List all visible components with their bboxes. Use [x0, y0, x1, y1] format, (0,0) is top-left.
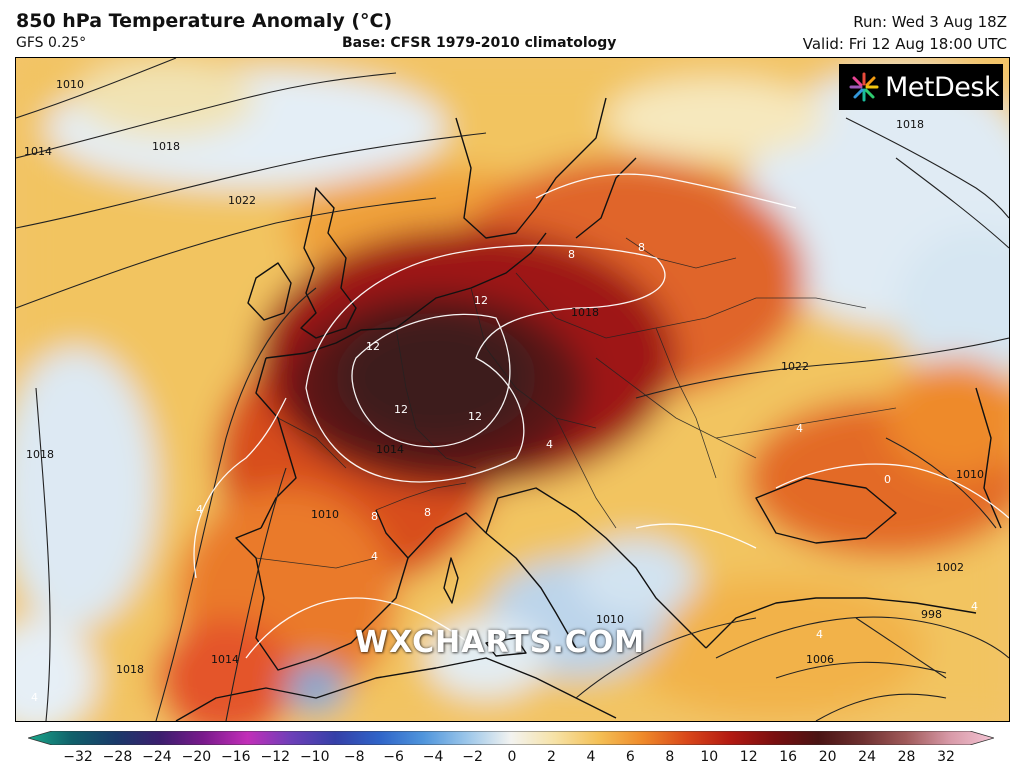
anomaly-map: 1010 1014 1018 1022 1018 1022 1018 1014 … — [15, 57, 1010, 722]
anomaly-label: 8 — [568, 248, 575, 261]
isobar-label: 1018 — [571, 306, 599, 319]
anomaly-label: 12 — [474, 294, 488, 307]
isobar-label: 1018 — [896, 118, 924, 131]
contour-labels: 1010 1014 1018 1022 1018 1022 1018 1014 … — [24, 78, 984, 704]
anomaly-label: 8 — [371, 510, 378, 523]
map-canvas: 1010 1014 1018 1022 1018 1022 1018 1014 … — [16, 58, 1009, 721]
anomaly-label: 4 — [816, 628, 823, 641]
isobar-label: 1010 — [56, 78, 84, 91]
anomaly-label: 8 — [424, 506, 431, 519]
anomaly-label: 12 — [366, 340, 380, 353]
metdesk-starburst-icon — [849, 72, 879, 102]
valid-time: Valid: Fri 12 Aug 18:00 UTC — [802, 35, 1007, 53]
isobar-label: 1022 — [228, 194, 256, 207]
anomaly-label: 4 — [971, 600, 978, 613]
anomaly-label: 12 — [394, 403, 408, 416]
colorbar-tick-label: −28 — [102, 749, 133, 765]
colorbar-tick-label: 0 — [507, 749, 517, 765]
anomaly-label: 4 — [796, 422, 803, 435]
isobar-label: 1002 — [936, 561, 964, 574]
colorbar-tick-label: −2 — [462, 749, 483, 765]
isobar-label: 1014 — [211, 653, 239, 666]
coastlines — [175, 97, 1002, 721]
colorbar-tick-label: 12 — [739, 749, 758, 765]
chart-title: 850 hPa Temperature Anomaly (°C) — [16, 10, 393, 32]
colorbar-tick-label: 10 — [700, 749, 719, 765]
colorbar — [28, 731, 994, 745]
isobar-label: 998 — [921, 608, 942, 621]
anomaly-label: 4 — [196, 503, 203, 516]
borders — [255, 237, 897, 569]
colorbar-tick-label: −6 — [383, 749, 404, 765]
anomaly-label: 8 — [638, 241, 645, 254]
isobar-label: 1014 — [376, 443, 404, 456]
isobar-label: 1014 — [24, 145, 52, 158]
anomaly-label: 12 — [468, 410, 482, 423]
isobar-label: 1006 — [806, 653, 834, 666]
metdesk-logo: MetDesk — [839, 64, 1003, 110]
logo-text: MetDesk — [885, 71, 1000, 103]
colorbar-tick-label: −24 — [142, 749, 172, 765]
colorbar-tick-label: 20 — [818, 749, 837, 765]
isobar-label: 1010 — [311, 508, 339, 521]
colorbar-ticks: −32 −28 −24 −20 −16 −12 −10 −8 −6 −4 −2 0 2 4 6 8 10 12 16… — [0, 749, 1024, 773]
model-name: GFS 0.25° — [16, 35, 87, 51]
colorbar-tick-label: −32 — [63, 749, 93, 765]
colorbar-tick-label: 16 — [779, 749, 798, 765]
colorbar-ramp — [28, 731, 994, 745]
colorbar-tick-label: 8 — [665, 749, 675, 765]
run-time: Run: Wed 3 Aug 18Z — [853, 13, 1007, 31]
anomaly-label: 4 — [371, 550, 378, 563]
colorbar-tick-label: −4 — [422, 749, 444, 765]
anomaly-field — [16, 58, 1009, 721]
colorbar-tick-label: 4 — [586, 749, 596, 765]
isobar-label: 1018 — [26, 448, 54, 461]
colorbar-tick-label: 24 — [858, 749, 876, 765]
colorbar-tick-label: −12 — [260, 749, 291, 765]
base-climatology: Base: CFSR 1979-2010 climatology — [342, 35, 617, 51]
colorbar-tick-label: −16 — [221, 749, 251, 765]
anomaly-contours — [193, 173, 1009, 659]
isobars — [16, 58, 1009, 721]
anomaly-label: 4 — [31, 691, 38, 704]
isobar-label: 1018 — [152, 140, 180, 153]
colorbar-tick-label: 6 — [625, 749, 635, 765]
colorbar-tick-label: −10 — [299, 749, 330, 765]
isobar-label: 1022 — [781, 360, 809, 373]
anomaly-label: 0 — [884, 473, 891, 486]
anomaly-label: 4 — [546, 438, 553, 451]
isobar-label: 1018 — [116, 663, 144, 676]
isobar-label: 1010 — [956, 468, 984, 481]
colorbar-tick-label: −20 — [181, 749, 212, 765]
colorbar-tick-label: 32 — [937, 749, 955, 765]
watermark: WXCHARTS.COM — [355, 625, 646, 660]
colorbar-tick-label: 2 — [546, 749, 556, 765]
colorbar-tick-label: 28 — [897, 749, 916, 765]
colorbar-tick-label: −8 — [343, 749, 365, 765]
isobar-label: 1010 — [596, 613, 624, 626]
